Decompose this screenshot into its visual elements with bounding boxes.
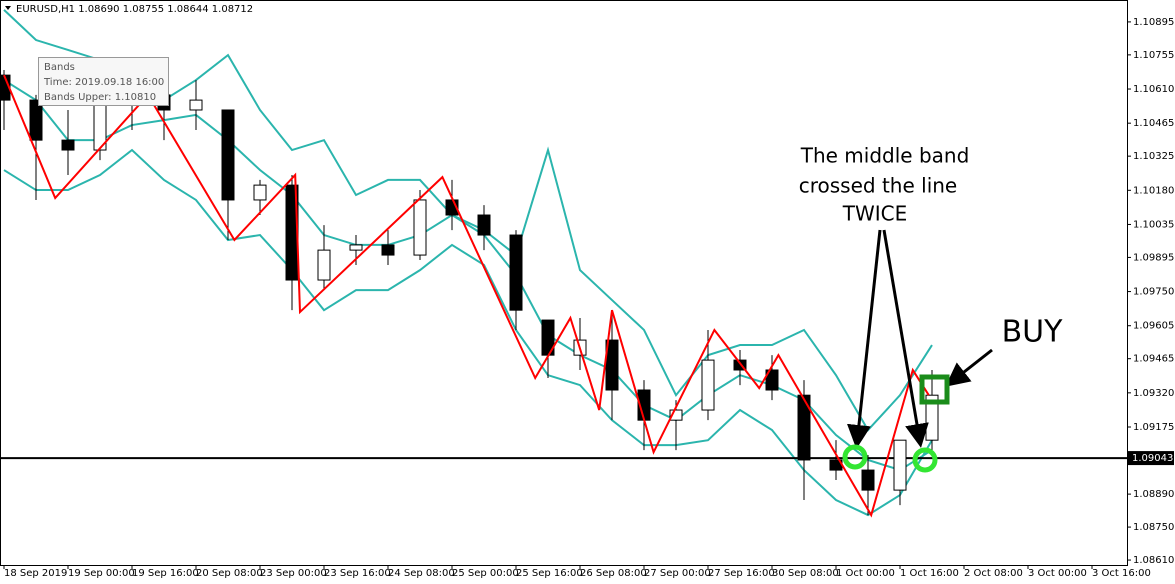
y-tick-label: 1.10035 xyxy=(1133,219,1174,230)
band-lower xyxy=(3,148,933,517)
x-tick-label: 23 Sep 16:00 xyxy=(324,568,391,579)
tooltip-title: Bands xyxy=(44,62,75,73)
candle-body xyxy=(349,244,363,251)
y-tick-label: 1.10180 xyxy=(1133,185,1174,196)
candle-body xyxy=(381,244,395,256)
annotation-marks xyxy=(842,229,993,473)
arrow xyxy=(945,348,993,387)
y-tick-label: 1.10610 xyxy=(1133,84,1174,95)
candle-body xyxy=(893,439,907,491)
x-tick-label: 25 Sep 00:00 xyxy=(452,568,519,579)
candle-body xyxy=(413,199,427,256)
menu-triangle xyxy=(5,6,11,10)
arrow xyxy=(847,229,882,449)
x-tick-label: 25 Sep 16:00 xyxy=(516,568,583,579)
tooltip-line: Time: 2019.09.18 16:00 xyxy=(43,77,164,88)
candle-body xyxy=(605,339,619,391)
candle-body xyxy=(189,99,203,111)
candle-body xyxy=(317,249,331,281)
cross-marker xyxy=(842,444,868,470)
x-tick-label: 23 Sep 00:00 xyxy=(260,568,327,579)
candle-body xyxy=(477,214,491,236)
y-tick-label: 1.09895 xyxy=(1133,252,1174,263)
y-tick-label: 1.09750 xyxy=(1133,287,1174,298)
y-tick-label: 1.10465 xyxy=(1133,118,1174,129)
tooltip-box xyxy=(38,57,169,106)
candle-body xyxy=(925,394,939,441)
arrow xyxy=(882,229,929,448)
x-tick-label: 1 Oct 16:00 xyxy=(900,568,959,579)
candle-body xyxy=(29,99,43,141)
y-tick-label: 1.09605 xyxy=(1133,321,1174,332)
annotation: crossed the line xyxy=(799,174,958,198)
x-tick-label: 1 Oct 00:00 xyxy=(836,568,895,579)
candle-body xyxy=(701,359,715,411)
y-tick-label: 1.10755 xyxy=(1133,50,1174,61)
x-tick-label: 3 Oct 16:00 xyxy=(1092,568,1151,579)
candle-body xyxy=(797,394,811,461)
y-tick-label: 1.10325 xyxy=(1133,151,1174,162)
price-label: 1.09043 xyxy=(1132,453,1173,464)
y-tick-label: 1.09465 xyxy=(1133,354,1174,365)
candle-body xyxy=(221,109,235,201)
candle-body xyxy=(733,359,747,371)
cross-marker xyxy=(912,447,938,473)
y-tick-label: 1.08610 xyxy=(1133,555,1174,566)
annotation: The middle band xyxy=(800,144,970,168)
x-tick-label: 19 Sep 00:00 xyxy=(68,568,135,579)
candle-body xyxy=(669,409,683,421)
x-tick-label: 18 Sep 2019 xyxy=(4,568,67,579)
candle-body xyxy=(861,469,875,491)
price-label-box xyxy=(1128,451,1174,466)
plot-area xyxy=(0,9,1127,518)
x-tick-label: 30 Sep 08:00 xyxy=(772,568,839,579)
x-tick-label: 27 Sep 16:00 xyxy=(708,568,775,579)
x-tick-label: 19 Sep 16:00 xyxy=(132,568,199,579)
plot-frame xyxy=(0,0,1128,566)
y-tick-label: 1.09320 xyxy=(1133,388,1174,399)
candle-body xyxy=(765,369,779,391)
tooltip-line: Bands Upper: 1.10810 xyxy=(44,92,156,103)
x-tick-label: 2 Oct 08:00 xyxy=(964,568,1023,579)
x-tick-label: 24 Sep 08:00 xyxy=(388,568,455,579)
symbol-info: EURUSD,H1 1.08690 1.08755 1.08644 1.0871… xyxy=(16,4,253,15)
candle-body xyxy=(253,184,267,201)
annotation-buy: BUY xyxy=(1002,315,1064,350)
x-tick-label: 27 Sep 00:00 xyxy=(644,568,711,579)
x-tick-label: 3 Oct 00:00 xyxy=(1028,568,1087,579)
zigzag xyxy=(3,74,930,518)
x-tick-label: 26 Sep 08:00 xyxy=(580,568,647,579)
x-tick-label: 20 Sep 08:00 xyxy=(196,568,263,579)
annotation: TWICE xyxy=(842,202,908,226)
candle-body xyxy=(61,139,75,151)
y-tick-label: 1.10895 xyxy=(1133,17,1174,28)
y-tick-label: 1.09175 xyxy=(1133,422,1174,433)
y-tick-label: 1.08890 xyxy=(1133,489,1174,500)
y-tick-label: 1.08750 xyxy=(1133,522,1174,533)
buy-marker xyxy=(919,374,950,405)
candle-body xyxy=(509,234,523,311)
